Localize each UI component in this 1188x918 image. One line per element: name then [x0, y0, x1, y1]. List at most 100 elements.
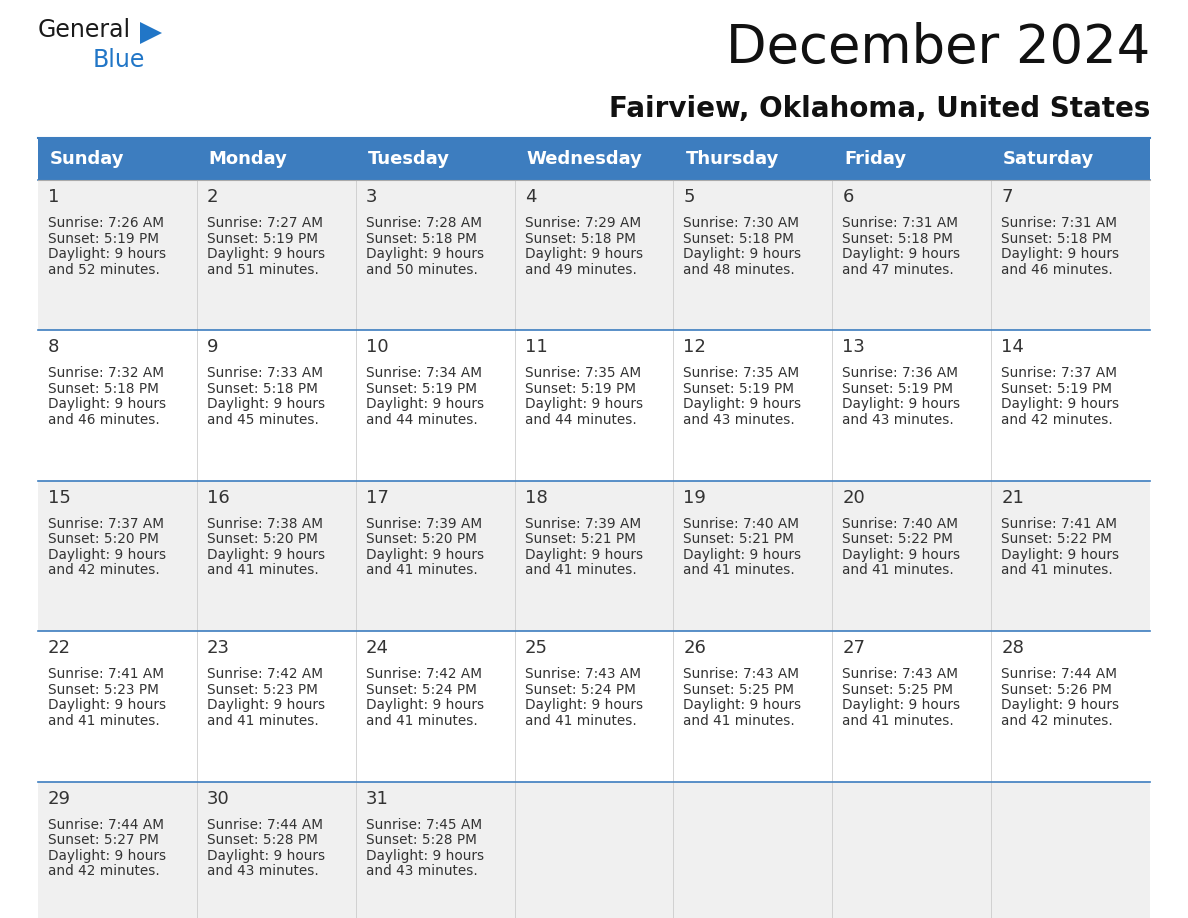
Text: Sunset: 5:22 PM: Sunset: 5:22 PM	[1001, 532, 1112, 546]
Text: Sunrise: 7:43 AM: Sunrise: 7:43 AM	[525, 667, 640, 681]
Text: Daylight: 9 hours: Daylight: 9 hours	[366, 548, 484, 562]
Text: Sunrise: 7:43 AM: Sunrise: 7:43 AM	[842, 667, 959, 681]
Text: Sunrise: 7:40 AM: Sunrise: 7:40 AM	[683, 517, 800, 531]
Bar	[38, 138, 1150, 180]
Text: and 43 minutes.: and 43 minutes.	[842, 413, 954, 427]
Text: Sunset: 5:18 PM: Sunset: 5:18 PM	[525, 231, 636, 245]
Text: 28: 28	[1001, 639, 1024, 657]
Text: 17: 17	[366, 488, 388, 507]
Text: 10: 10	[366, 339, 388, 356]
Text: Daylight: 9 hours: Daylight: 9 hours	[48, 548, 166, 562]
Text: Sunrise: 7:41 AM: Sunrise: 7:41 AM	[48, 667, 164, 681]
Text: 1: 1	[48, 188, 59, 206]
Text: and 43 minutes.: and 43 minutes.	[366, 864, 478, 879]
Text: 27: 27	[842, 639, 865, 657]
Text: Sunrise: 7:39 AM: Sunrise: 7:39 AM	[366, 517, 482, 531]
Text: and 41 minutes.: and 41 minutes.	[207, 713, 318, 728]
Text: Sunset: 5:23 PM: Sunset: 5:23 PM	[207, 683, 317, 697]
Text: Blue: Blue	[93, 48, 145, 72]
Text: Daylight: 9 hours: Daylight: 9 hours	[207, 548, 326, 562]
Text: Sunrise: 7:37 AM: Sunrise: 7:37 AM	[48, 517, 164, 531]
Text: Sunrise: 7:30 AM: Sunrise: 7:30 AM	[683, 216, 800, 230]
Text: Sunrise: 7:37 AM: Sunrise: 7:37 AM	[1001, 366, 1117, 380]
Text: Sunset: 5:19 PM: Sunset: 5:19 PM	[207, 231, 318, 245]
Text: Sunset: 5:26 PM: Sunset: 5:26 PM	[1001, 683, 1112, 697]
Text: Sunset: 5:24 PM: Sunset: 5:24 PM	[525, 683, 636, 697]
Text: 18: 18	[525, 488, 548, 507]
Text: 23: 23	[207, 639, 229, 657]
Text: 21: 21	[1001, 488, 1024, 507]
Text: and 41 minutes.: and 41 minutes.	[842, 713, 954, 728]
Text: General: General	[38, 18, 131, 42]
Text: and 48 minutes.: and 48 minutes.	[683, 263, 795, 276]
Text: Daylight: 9 hours: Daylight: 9 hours	[207, 699, 326, 712]
Text: Wednesday: Wednesday	[526, 150, 643, 168]
Text: and 43 minutes.: and 43 minutes.	[683, 413, 795, 427]
Text: Daylight: 9 hours: Daylight: 9 hours	[683, 247, 802, 261]
Text: Sunset: 5:18 PM: Sunset: 5:18 PM	[366, 231, 476, 245]
Text: Sunset: 5:21 PM: Sunset: 5:21 PM	[683, 532, 795, 546]
Text: and 41 minutes.: and 41 minutes.	[366, 564, 478, 577]
Bar	[38, 632, 1150, 781]
Text: Daylight: 9 hours: Daylight: 9 hours	[48, 699, 166, 712]
Text: and 41 minutes.: and 41 minutes.	[525, 564, 637, 577]
Text: Sunset: 5:20 PM: Sunset: 5:20 PM	[48, 532, 159, 546]
Text: Daylight: 9 hours: Daylight: 9 hours	[525, 548, 643, 562]
Text: 20: 20	[842, 488, 865, 507]
Text: Daylight: 9 hours: Daylight: 9 hours	[525, 699, 643, 712]
Text: Sunrise: 7:35 AM: Sunrise: 7:35 AM	[683, 366, 800, 380]
Text: Sunset: 5:18 PM: Sunset: 5:18 PM	[48, 382, 159, 396]
Text: 26: 26	[683, 639, 707, 657]
Text: Sunrise: 7:44 AM: Sunrise: 7:44 AM	[207, 818, 323, 832]
Text: 24: 24	[366, 639, 388, 657]
Text: Sunrise: 7:32 AM: Sunrise: 7:32 AM	[48, 366, 164, 380]
Bar	[38, 781, 1150, 918]
Text: Sunset: 5:27 PM: Sunset: 5:27 PM	[48, 834, 159, 847]
Text: 4: 4	[525, 188, 536, 206]
Text: and 41 minutes.: and 41 minutes.	[683, 713, 795, 728]
Text: Daylight: 9 hours: Daylight: 9 hours	[207, 848, 326, 863]
Text: Tuesday: Tuesday	[368, 150, 450, 168]
Text: 15: 15	[48, 488, 71, 507]
Text: 9: 9	[207, 339, 219, 356]
Bar	[38, 330, 1150, 481]
Text: 30: 30	[207, 789, 229, 808]
Text: 22: 22	[48, 639, 71, 657]
Text: Sunset: 5:19 PM: Sunset: 5:19 PM	[366, 382, 476, 396]
Text: and 46 minutes.: and 46 minutes.	[48, 413, 159, 427]
Text: 13: 13	[842, 339, 865, 356]
Text: Sunrise: 7:41 AM: Sunrise: 7:41 AM	[1001, 517, 1117, 531]
Text: Sunrise: 7:42 AM: Sunrise: 7:42 AM	[366, 667, 481, 681]
Text: and 50 minutes.: and 50 minutes.	[366, 263, 478, 276]
Text: Daylight: 9 hours: Daylight: 9 hours	[207, 247, 326, 261]
Text: Daylight: 9 hours: Daylight: 9 hours	[1001, 247, 1119, 261]
Text: Sunset: 5:18 PM: Sunset: 5:18 PM	[1001, 231, 1112, 245]
Text: Sunset: 5:19 PM: Sunset: 5:19 PM	[525, 382, 636, 396]
Text: Sunset: 5:18 PM: Sunset: 5:18 PM	[207, 382, 317, 396]
Text: Sunset: 5:24 PM: Sunset: 5:24 PM	[366, 683, 476, 697]
Text: Sunset: 5:25 PM: Sunset: 5:25 PM	[683, 683, 795, 697]
Text: and 52 minutes.: and 52 minutes.	[48, 263, 160, 276]
Text: Sunset: 5:28 PM: Sunset: 5:28 PM	[366, 834, 476, 847]
Text: and 44 minutes.: and 44 minutes.	[525, 413, 637, 427]
Text: Sunrise: 7:27 AM: Sunrise: 7:27 AM	[207, 216, 323, 230]
Text: and 47 minutes.: and 47 minutes.	[842, 263, 954, 276]
Text: Sunset: 5:19 PM: Sunset: 5:19 PM	[842, 382, 953, 396]
Bar	[38, 180, 1150, 330]
Text: Daylight: 9 hours: Daylight: 9 hours	[366, 397, 484, 411]
Text: 25: 25	[525, 639, 548, 657]
Text: Sunset: 5:22 PM: Sunset: 5:22 PM	[842, 532, 953, 546]
Text: 2: 2	[207, 188, 219, 206]
Text: Daylight: 9 hours: Daylight: 9 hours	[842, 699, 960, 712]
Text: and 44 minutes.: and 44 minutes.	[366, 413, 478, 427]
Text: Sunset: 5:21 PM: Sunset: 5:21 PM	[525, 532, 636, 546]
Text: Sunrise: 7:39 AM: Sunrise: 7:39 AM	[525, 517, 640, 531]
Text: 8: 8	[48, 339, 59, 356]
Text: Sunrise: 7:33 AM: Sunrise: 7:33 AM	[207, 366, 323, 380]
Text: Sunrise: 7:36 AM: Sunrise: 7:36 AM	[842, 366, 959, 380]
Text: Sunset: 5:20 PM: Sunset: 5:20 PM	[207, 532, 317, 546]
Bar	[38, 481, 1150, 632]
Text: Daylight: 9 hours: Daylight: 9 hours	[683, 548, 802, 562]
Polygon shape	[140, 22, 162, 44]
Text: Friday: Friday	[845, 150, 906, 168]
